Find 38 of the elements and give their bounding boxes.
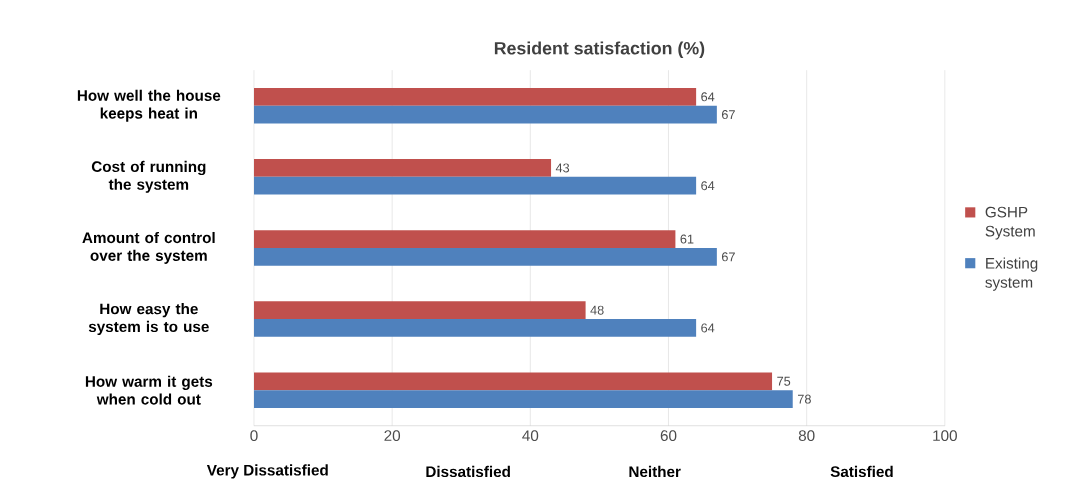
text: Dissatisfied: [426, 465, 510, 478]
x-tick-label: 100: [933, 430, 957, 442]
text: Neither: [629, 465, 681, 478]
bar: [253, 105, 717, 124]
data-label: 64: [701, 323, 715, 333]
x-tick-label: 60: [660, 430, 677, 442]
bar: [253, 247, 717, 266]
legend-label: GSHP System: [985, 206, 1035, 240]
x-tick-label: 40: [522, 430, 539, 442]
bar: [253, 372, 773, 391]
y-tick-label: How warm it gets when cold out: [85, 375, 213, 405]
data-label: 67: [721, 252, 735, 262]
bar: [253, 230, 676, 248]
bar: [253, 390, 793, 408]
x-tick-label: 0: [250, 430, 258, 442]
legend-label: Existing system: [985, 257, 1038, 291]
data-label: 67: [721, 110, 735, 120]
x-tick-label: 20: [384, 430, 401, 442]
data-label: 64: [701, 181, 715, 191]
data-label: 43: [555, 163, 570, 173]
y-tick-label: How easy the system is to use: [88, 303, 209, 336]
data-label: 64: [701, 92, 715, 102]
x-tick-label: 80: [798, 430, 815, 442]
text: Satisfied: [830, 465, 893, 478]
bar: [253, 301, 586, 320]
bar: [253, 319, 697, 337]
data-label: 75: [777, 376, 791, 386]
y-tick-label: Amount of control over the system: [82, 232, 215, 264]
bar: [253, 159, 552, 177]
text: Very Dissatisfied: [206, 464, 328, 479]
chart-title: Resident satisfaction (%): [494, 41, 705, 59]
data-label: 78: [797, 394, 811, 404]
data-label: 48: [590, 305, 604, 315]
bar: [253, 176, 697, 195]
y-tick-label: Cost of running the system: [91, 160, 206, 193]
y-tick-label: How well the house keeps heat in: [77, 89, 221, 122]
data-label: 61: [680, 234, 694, 244]
bar: [253, 87, 697, 106]
